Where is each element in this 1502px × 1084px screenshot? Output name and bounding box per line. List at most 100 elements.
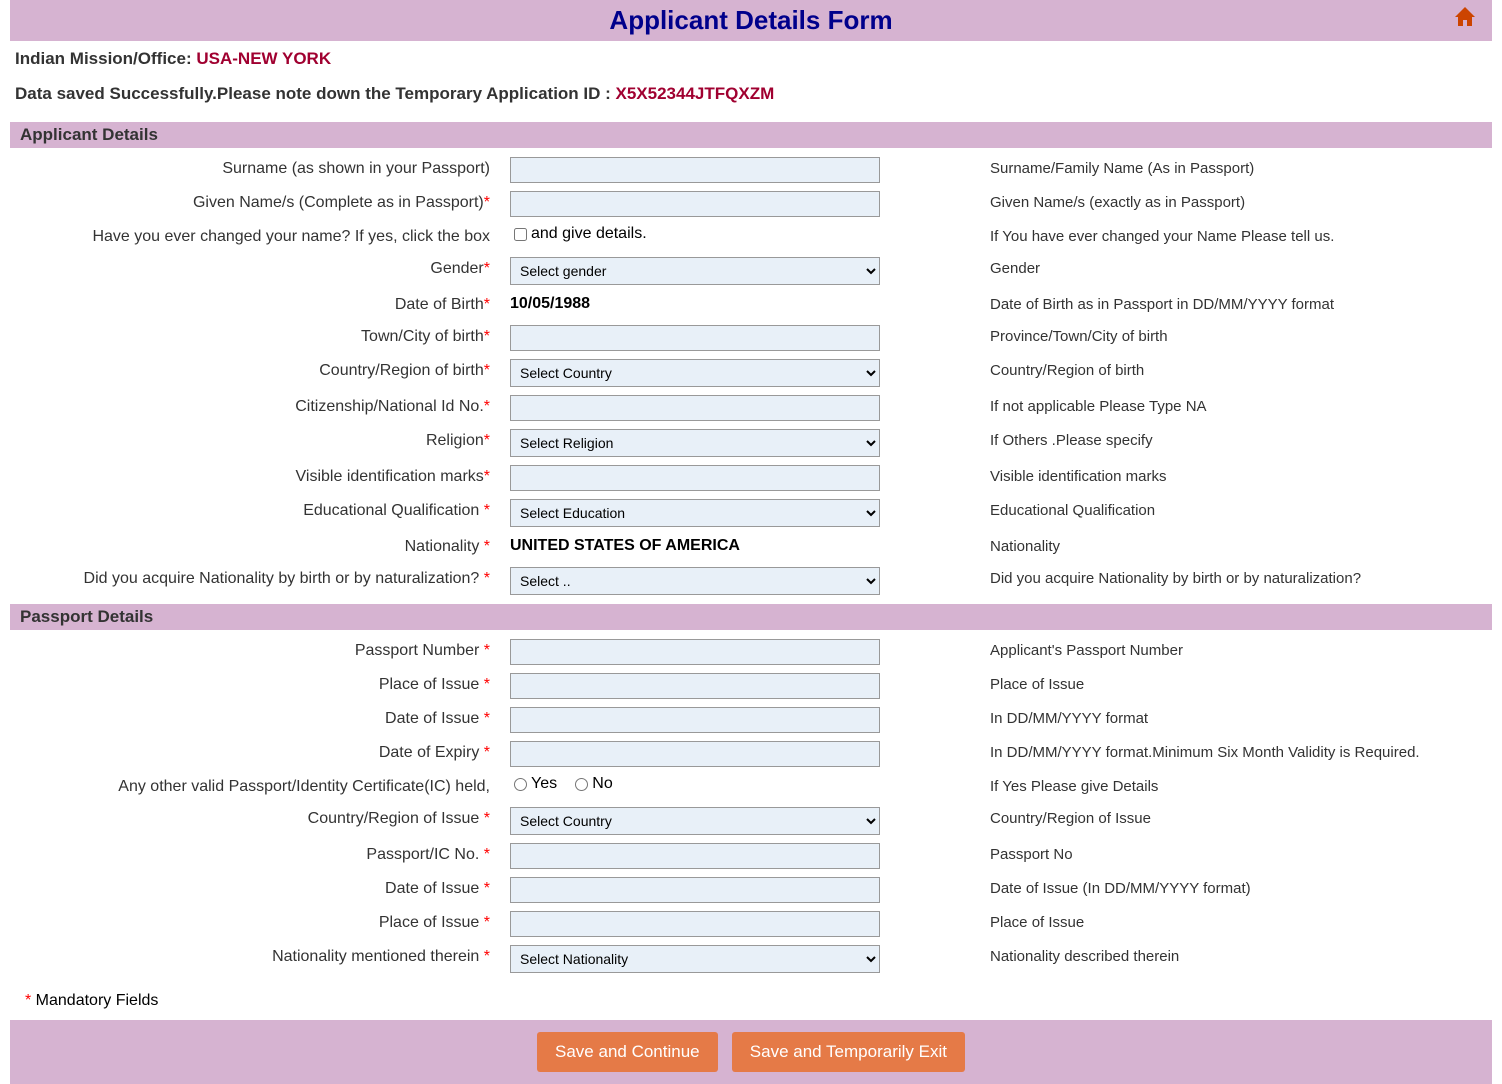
mandatory-note: * Mandatory Fields (10, 982, 1492, 1020)
date-issue-input[interactable] (510, 707, 880, 733)
citizenship-id-label: Citizenship/National Id No. (295, 398, 484, 415)
date-issue-row: Date of Issue * In DD/MM/YYYY format (10, 703, 1492, 737)
place-issue-hint: Place of Issue (900, 673, 1492, 693)
name-change-row: Have you ever changed your name? If yes,… (10, 221, 1492, 253)
education-label: Educational Qualification (303, 502, 484, 519)
home-icon[interactable] (1453, 5, 1477, 29)
other-passport-yes-label: Yes (531, 775, 557, 792)
birth-city-row: Town/City of birth* Province/Town/City o… (10, 321, 1492, 355)
nationality-hint: Nationality (900, 535, 1492, 555)
nationality-value: UNITED STATES OF AMERICA (510, 535, 740, 555)
header-info: Indian Mission/Office: USA-NEW YORK Data… (10, 41, 1492, 122)
birth-country-label: Country/Region of birth (319, 362, 484, 379)
surname-input[interactable] (510, 157, 880, 183)
date-issue-hint: In DD/MM/YYYY format (900, 707, 1492, 727)
other-passport-no-label: No (592, 775, 612, 792)
applicant-section: Surname (as shown in your Passport) Surn… (10, 148, 1492, 604)
country-issue-row: Country/Region of Issue * Select Country… (10, 803, 1492, 839)
date-expiry-label: Date of Expiry (379, 744, 484, 761)
other-passport-no-radio[interactable] (575, 778, 588, 791)
ic-date-issue-hint: Date of Issue (In DD/MM/YYYY format) (900, 877, 1492, 897)
birth-city-input[interactable] (510, 325, 880, 351)
application-id: X5X52344JTFQXZM (616, 84, 775, 103)
id-marks-hint: Visible identification marks (900, 465, 1492, 485)
id-marks-input[interactable] (510, 465, 880, 491)
passport-ic-input[interactable] (510, 843, 880, 869)
passport-number-hint: Applicant's Passport Number (900, 639, 1492, 659)
date-expiry-input[interactable] (510, 741, 880, 767)
nationality-mentioned-row: Nationality mentioned therein * Select N… (10, 941, 1492, 977)
place-issue-input[interactable] (510, 673, 880, 699)
nationality-label: Nationality (405, 538, 484, 555)
name-change-suffix: and give details. (531, 225, 647, 243)
surname-hint: Surname/Family Name (As in Passport) (900, 157, 1492, 177)
birth-country-row: Country/Region of birth* Select Country … (10, 355, 1492, 391)
mission-value: USA-NEW YORK (196, 49, 331, 68)
nationality-by-select[interactable]: Select .. (510, 567, 880, 595)
given-name-row: Given Name/s (Complete as in Passport)* … (10, 187, 1492, 221)
birth-country-hint: Country/Region of birth (900, 359, 1492, 379)
date-issue-label: Date of Issue (385, 710, 484, 727)
gender-select[interactable]: Select gender (510, 257, 880, 285)
ic-place-issue-input[interactable] (510, 911, 880, 937)
citizenship-id-input[interactable] (510, 395, 880, 421)
nationality-mentioned-hint: Nationality described therein (900, 945, 1492, 965)
nationality-mentioned-select[interactable]: Select Nationality (510, 945, 880, 973)
surname-row: Surname (as shown in your Passport) Surn… (10, 153, 1492, 187)
save-exit-button[interactable]: Save and Temporarily Exit (732, 1032, 965, 1072)
religion-hint: If Others .Please specify (900, 429, 1492, 449)
country-issue-select[interactable]: Select Country (510, 807, 880, 835)
dob-value: 10/05/1988 (510, 293, 590, 313)
passport-number-label: Passport Number (355, 642, 484, 659)
given-name-hint: Given Name/s (exactly as in Passport) (900, 191, 1492, 211)
birth-city-hint: Province/Town/City of birth (900, 325, 1492, 345)
religion-select[interactable]: Select Religion (510, 429, 880, 457)
birth-country-select[interactable]: Select Country (510, 359, 880, 387)
passport-section: Passport Number * Applicant's Passport N… (10, 630, 1492, 982)
name-change-label: Have you ever changed your name? If yes,… (10, 225, 500, 246)
ic-date-issue-input[interactable] (510, 877, 880, 903)
id-marks-row: Visible identification marks* Visible id… (10, 461, 1492, 495)
place-issue-row: Place of Issue * Place of Issue (10, 669, 1492, 703)
religion-label: Religion (426, 432, 484, 449)
nationality-by-label: Did you acquire Nationality by birth or … (84, 570, 484, 587)
name-change-checkbox[interactable] (514, 228, 527, 241)
ic-date-issue-row: Date of Issue * Date of Issue (In DD/MM/… (10, 873, 1492, 907)
dob-row: Date of Birth* 10/05/1988 Date of Birth … (10, 289, 1492, 321)
applicant-section-header: Applicant Details (10, 122, 1492, 148)
title-bar: Applicant Details Form (10, 0, 1492, 41)
nationality-mentioned-label: Nationality mentioned therein (272, 948, 484, 965)
nationality-row: Nationality * UNITED STATES OF AMERICA N… (10, 531, 1492, 563)
other-passport-row: Any other valid Passport/Identity Certif… (10, 771, 1492, 803)
other-passport-label: Any other valid Passport/Identity Certif… (10, 775, 500, 796)
given-name-input[interactable] (510, 191, 880, 217)
passport-section-header: Passport Details (10, 604, 1492, 630)
education-hint: Educational Qualification (900, 499, 1492, 519)
birth-city-label: Town/City of birth (361, 328, 484, 345)
saved-prefix: Data saved Successfully.Please note down… (15, 84, 616, 103)
nationality-by-row: Did you acquire Nationality by birth or … (10, 563, 1492, 599)
name-change-hint: If You have ever changed your Name Pleas… (900, 225, 1492, 245)
country-issue-hint: Country/Region of Issue (900, 807, 1492, 827)
other-passport-yes-radio[interactable] (514, 778, 527, 791)
other-passport-hint: If Yes Please give Details (900, 775, 1492, 795)
date-expiry-row: Date of Expiry * In DD/MM/YYYY format.Mi… (10, 737, 1492, 771)
saved-message: Data saved Successfully.Please note down… (15, 84, 1487, 104)
given-name-label: Given Name/s (Complete as in Passport) (193, 194, 484, 211)
passport-ic-row: Passport/IC No. * Passport No (10, 839, 1492, 873)
education-select[interactable]: Select Education (510, 499, 880, 527)
gender-row: Gender* Select gender Gender (10, 253, 1492, 289)
save-continue-button[interactable]: Save and Continue (537, 1032, 718, 1072)
mission-line: Indian Mission/Office: USA-NEW YORK (15, 49, 1487, 69)
ic-date-issue-label: Date of Issue (385, 880, 484, 897)
ic-place-issue-row: Place of Issue * Place of Issue (10, 907, 1492, 941)
ic-place-issue-label: Place of Issue (379, 914, 484, 931)
passport-ic-hint: Passport No (900, 843, 1492, 863)
nationality-by-hint: Did you acquire Nationality by birth or … (900, 567, 1492, 587)
dob-hint: Date of Birth as in Passport in DD/MM/YY… (900, 293, 1492, 313)
surname-label: Surname (as shown in your Passport) (10, 157, 500, 178)
passport-ic-label: Passport/IC No. (366, 846, 483, 863)
gender-hint: Gender (900, 257, 1492, 277)
passport-number-input[interactable] (510, 639, 880, 665)
page-title: Applicant Details Form (10, 5, 1492, 36)
